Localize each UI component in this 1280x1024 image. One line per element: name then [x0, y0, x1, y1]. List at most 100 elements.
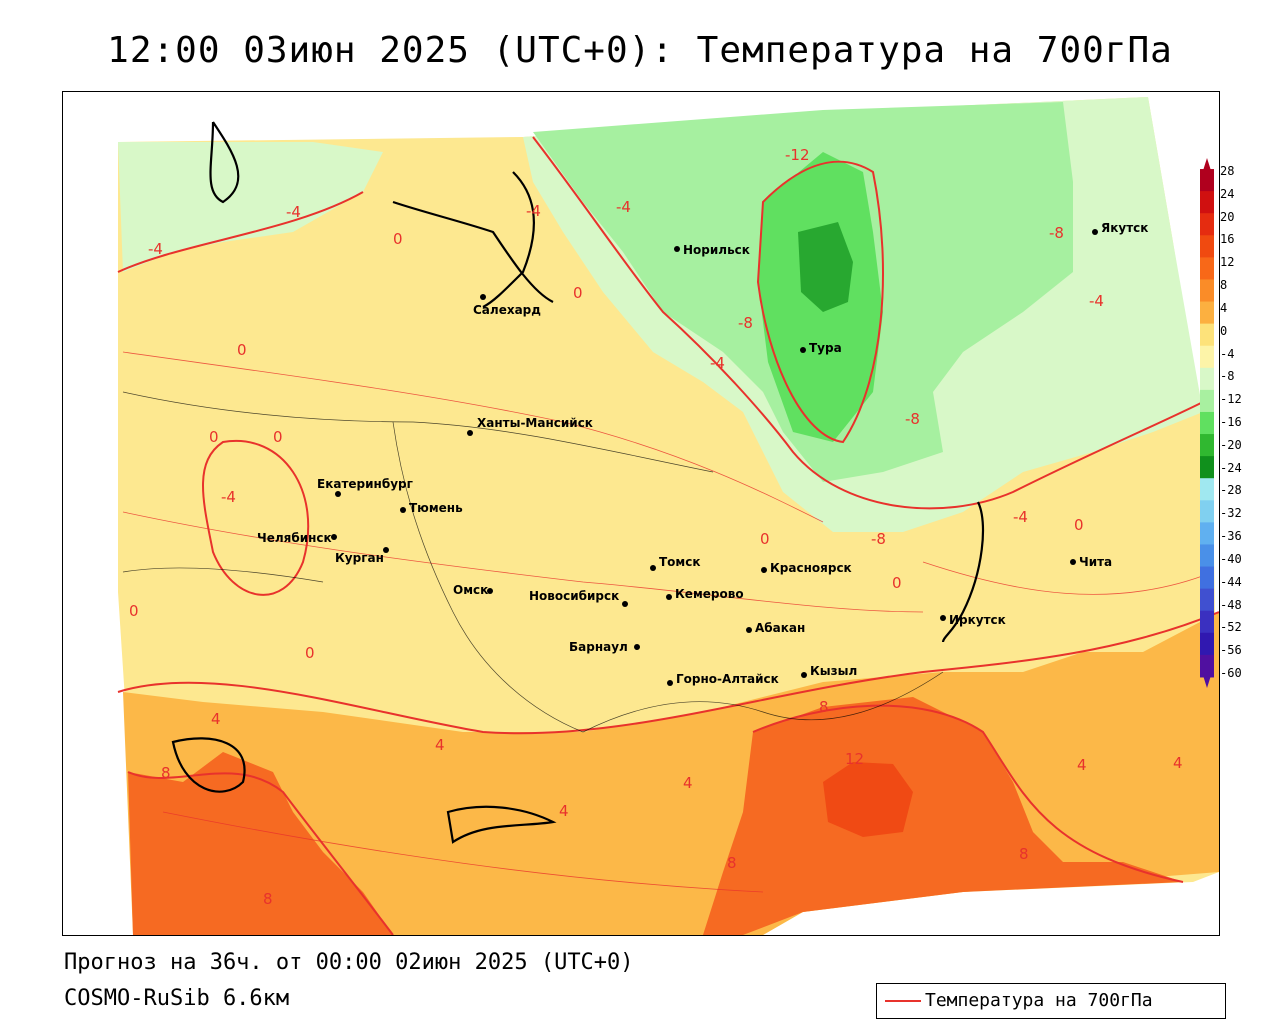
city-gorno-altaysk[interactable]: Горно-Алтайск	[667, 672, 779, 686]
iso-label: -8	[905, 410, 920, 428]
map-title: 12:00 03июн 2025 (UTC+0): Температура на…	[107, 30, 1173, 71]
scale-swatch	[1200, 610, 1214, 634]
scale-swatch	[1200, 566, 1214, 590]
temperature-map[interactable]: -12 -8 -8 -8 -8 -4 -4 -4 -4 -4 -4 -4 0 0…	[62, 91, 1220, 936]
iso-label: -4	[710, 354, 725, 372]
city-tura[interactable]: Тура	[800, 341, 842, 355]
field-minus4-northwest	[118, 142, 383, 272]
city-barnaul[interactable]: Барнаул	[569, 640, 640, 654]
scale-swatch	[1200, 434, 1214, 457]
scale-tick-label: -24	[1220, 460, 1242, 475]
scale-tick-label: -16	[1220, 415, 1242, 429]
svg-text:Тюмень: Тюмень	[409, 501, 463, 515]
scale-tick-label: -48	[1220, 597, 1242, 612]
svg-text:Чита: Чита	[1079, 555, 1112, 569]
scale-tick-label: -8	[1220, 369, 1235, 384]
city-chelyabinsk[interactable]: Челябинск	[257, 531, 337, 545]
field-12-plus	[823, 762, 913, 837]
scale-swatch	[1200, 411, 1214, 435]
iso-label: 8	[819, 698, 829, 716]
city-tomsk[interactable]: Томск	[650, 555, 701, 571]
scale-tick-label: -60	[1220, 666, 1242, 680]
svg-text:Челябинск: Челябинск	[257, 531, 332, 545]
scale-tick-label: -36	[1220, 529, 1242, 544]
iso-label: 0	[237, 341, 247, 359]
scale-swatch	[1200, 345, 1214, 369]
iso-label: 4	[1173, 754, 1183, 772]
scale-tick-label: 28	[1220, 164, 1235, 178]
scale-swatch	[1200, 323, 1214, 347]
iso-label: 4	[435, 736, 445, 754]
iso-label: 0	[892, 574, 902, 592]
iso-label: 8	[727, 854, 737, 872]
isotherm-label-group: -12 -8 -8 -8 -8 -4 -4 -4 -4 -4 -4 -4 0 0…	[129, 146, 1183, 908]
scale-tick-label: -20	[1220, 437, 1242, 452]
scale-tick-label: -32	[1220, 506, 1242, 521]
city-chita[interactable]: Чита	[1070, 555, 1112, 569]
iso-label: 8	[1019, 845, 1029, 863]
scale-swatch	[1200, 257, 1214, 280]
scale-tick-label: 8	[1220, 278, 1228, 293]
city-krasnoyarsk[interactable]: Красноярск	[761, 561, 852, 575]
scale-swatch	[1200, 389, 1214, 413]
city-salekhard[interactable]: Салехард	[473, 294, 541, 317]
iso-label: 12	[845, 750, 864, 768]
scale-swatch	[1200, 500, 1214, 523]
city-khanty-mansiysk[interactable]: Ханты-Мансийск	[467, 416, 593, 436]
iso-label: -4	[286, 203, 301, 221]
coastlines	[171, 121, 985, 844]
svg-text:Екатеринбург: Екатеринбург	[317, 477, 413, 491]
iso-label: 4	[683, 774, 693, 792]
iso-label: 8	[263, 890, 273, 908]
model-caption: COSMO-RuSib 6.6км	[64, 986, 290, 1011]
city-irkutsk[interactable]: Иркутск	[940, 613, 1006, 627]
svg-text:Курган: Курган	[335, 551, 384, 565]
iso-label: 4	[559, 802, 569, 820]
iso-label: -12	[785, 146, 810, 164]
scale-swatch	[1200, 544, 1214, 568]
legend-label: Температура на 700гПа	[925, 990, 1153, 1011]
city-tyumen[interactable]: Тюмень	[400, 501, 463, 515]
legend-box: Температура на 700гПа	[876, 983, 1226, 1019]
color-scale-bar	[1200, 158, 1214, 688]
iso-label: -4	[221, 488, 236, 506]
field-8-to-12-west	[128, 752, 393, 935]
iso-label: 0	[209, 428, 219, 446]
city-kyzyl[interactable]: Кызыл	[801, 664, 857, 678]
iso-label: -8	[738, 314, 753, 332]
scale-tick-label: 0	[1220, 323, 1228, 338]
iso-label: -4	[1013, 508, 1028, 526]
city-omsk[interactable]: Омск	[453, 583, 493, 597]
svg-text:Ханты-Мансийск: Ханты-Мансийск	[477, 416, 593, 430]
scale-tick-label: 20	[1220, 209, 1235, 224]
scale-swatch	[1200, 279, 1214, 303]
city-novosibirsk[interactable]: Новосибирск	[529, 589, 628, 607]
scale-tick-label: -40	[1220, 551, 1242, 566]
iso-label: 0	[305, 644, 315, 662]
svg-text:Кемерово: Кемерово	[675, 587, 744, 601]
svg-text:Якутск: Якутск	[1101, 221, 1148, 235]
borders	[122, 391, 944, 733]
scale-swatch	[1200, 367, 1214, 391]
city-kemerovo[interactable]: Кемерово	[666, 587, 744, 601]
iso-label: -8	[871, 530, 886, 548]
legend-line-swatch	[885, 1000, 921, 1002]
svg-text:Абакан: Абакан	[755, 621, 805, 635]
iso-label: -4	[148, 240, 163, 258]
svg-text:Салехард: Салехард	[473, 303, 541, 317]
iso-label: -4	[526, 202, 541, 220]
scale-swatch	[1200, 456, 1214, 479]
city-yekaterinburg[interactable]: Екатеринбург	[317, 477, 413, 497]
scale-swatch	[1200, 169, 1214, 192]
city-abakan[interactable]: Абакан	[746, 621, 805, 635]
svg-text:Томск: Томск	[659, 555, 701, 569]
forecast-caption: Прогноз на 36ч. от 00:00 02июн 2025 (UTC…	[64, 950, 634, 975]
iso-label: 0	[273, 428, 283, 446]
scale-swatch	[1200, 478, 1214, 501]
city-norilsk[interactable]: Норильск	[674, 243, 750, 257]
svg-text:Омск: Омск	[453, 583, 488, 597]
city-yakutsk[interactable]: Якутск	[1092, 221, 1148, 235]
scale-tick-label: 4	[1220, 300, 1228, 315]
city-kurgan[interactable]: Курган	[335, 547, 389, 565]
iso-label: 0	[573, 284, 583, 302]
